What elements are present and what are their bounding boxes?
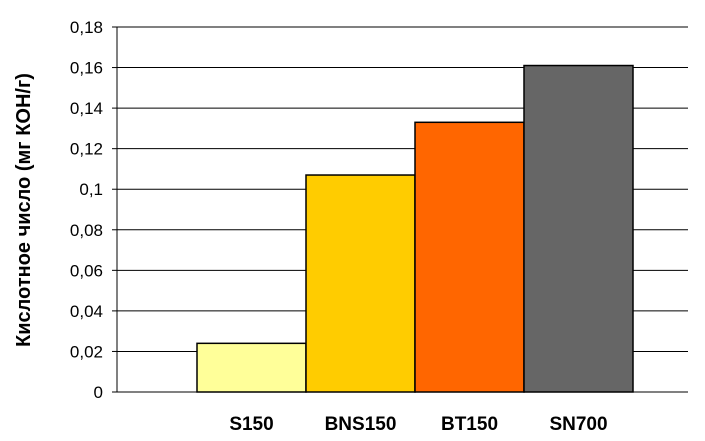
y-tick-label: 0,12 xyxy=(70,140,103,159)
x-category-label: S150 xyxy=(229,414,273,435)
bar-sn700 xyxy=(523,64,634,393)
x-category-label: SN700 xyxy=(549,414,607,435)
y-tick-label: 0 xyxy=(94,383,103,402)
y-tick-label: 0,04 xyxy=(70,302,103,321)
y-tick-label: 0,1 xyxy=(79,180,103,199)
y-tick-label: 0,16 xyxy=(70,59,103,78)
x-category-labels: S150 BNS150 BT150 SN700 xyxy=(229,414,607,435)
y-tick-label: 0,14 xyxy=(70,99,103,118)
x-category-label: BT150 xyxy=(441,414,498,435)
y-axis-title: Кислотное число (мг КОН/г) xyxy=(13,73,35,347)
bar-s150 xyxy=(196,342,307,393)
x-category-label: BNS150 xyxy=(325,414,397,435)
y-tick-label: 0,02 xyxy=(70,342,103,361)
y-tick-label: 0,18 xyxy=(70,18,103,37)
bar-bns150 xyxy=(305,174,416,393)
y-tick-label: 0,08 xyxy=(70,221,103,240)
y-tick-labels: 0 0,02 0,04 0,06 0,08 0,1 0,12 0,14 0,16 0,18 xyxy=(70,18,117,402)
bar-bt150 xyxy=(414,121,525,393)
bars xyxy=(196,64,634,393)
y-tick-label: 0,06 xyxy=(70,261,103,280)
